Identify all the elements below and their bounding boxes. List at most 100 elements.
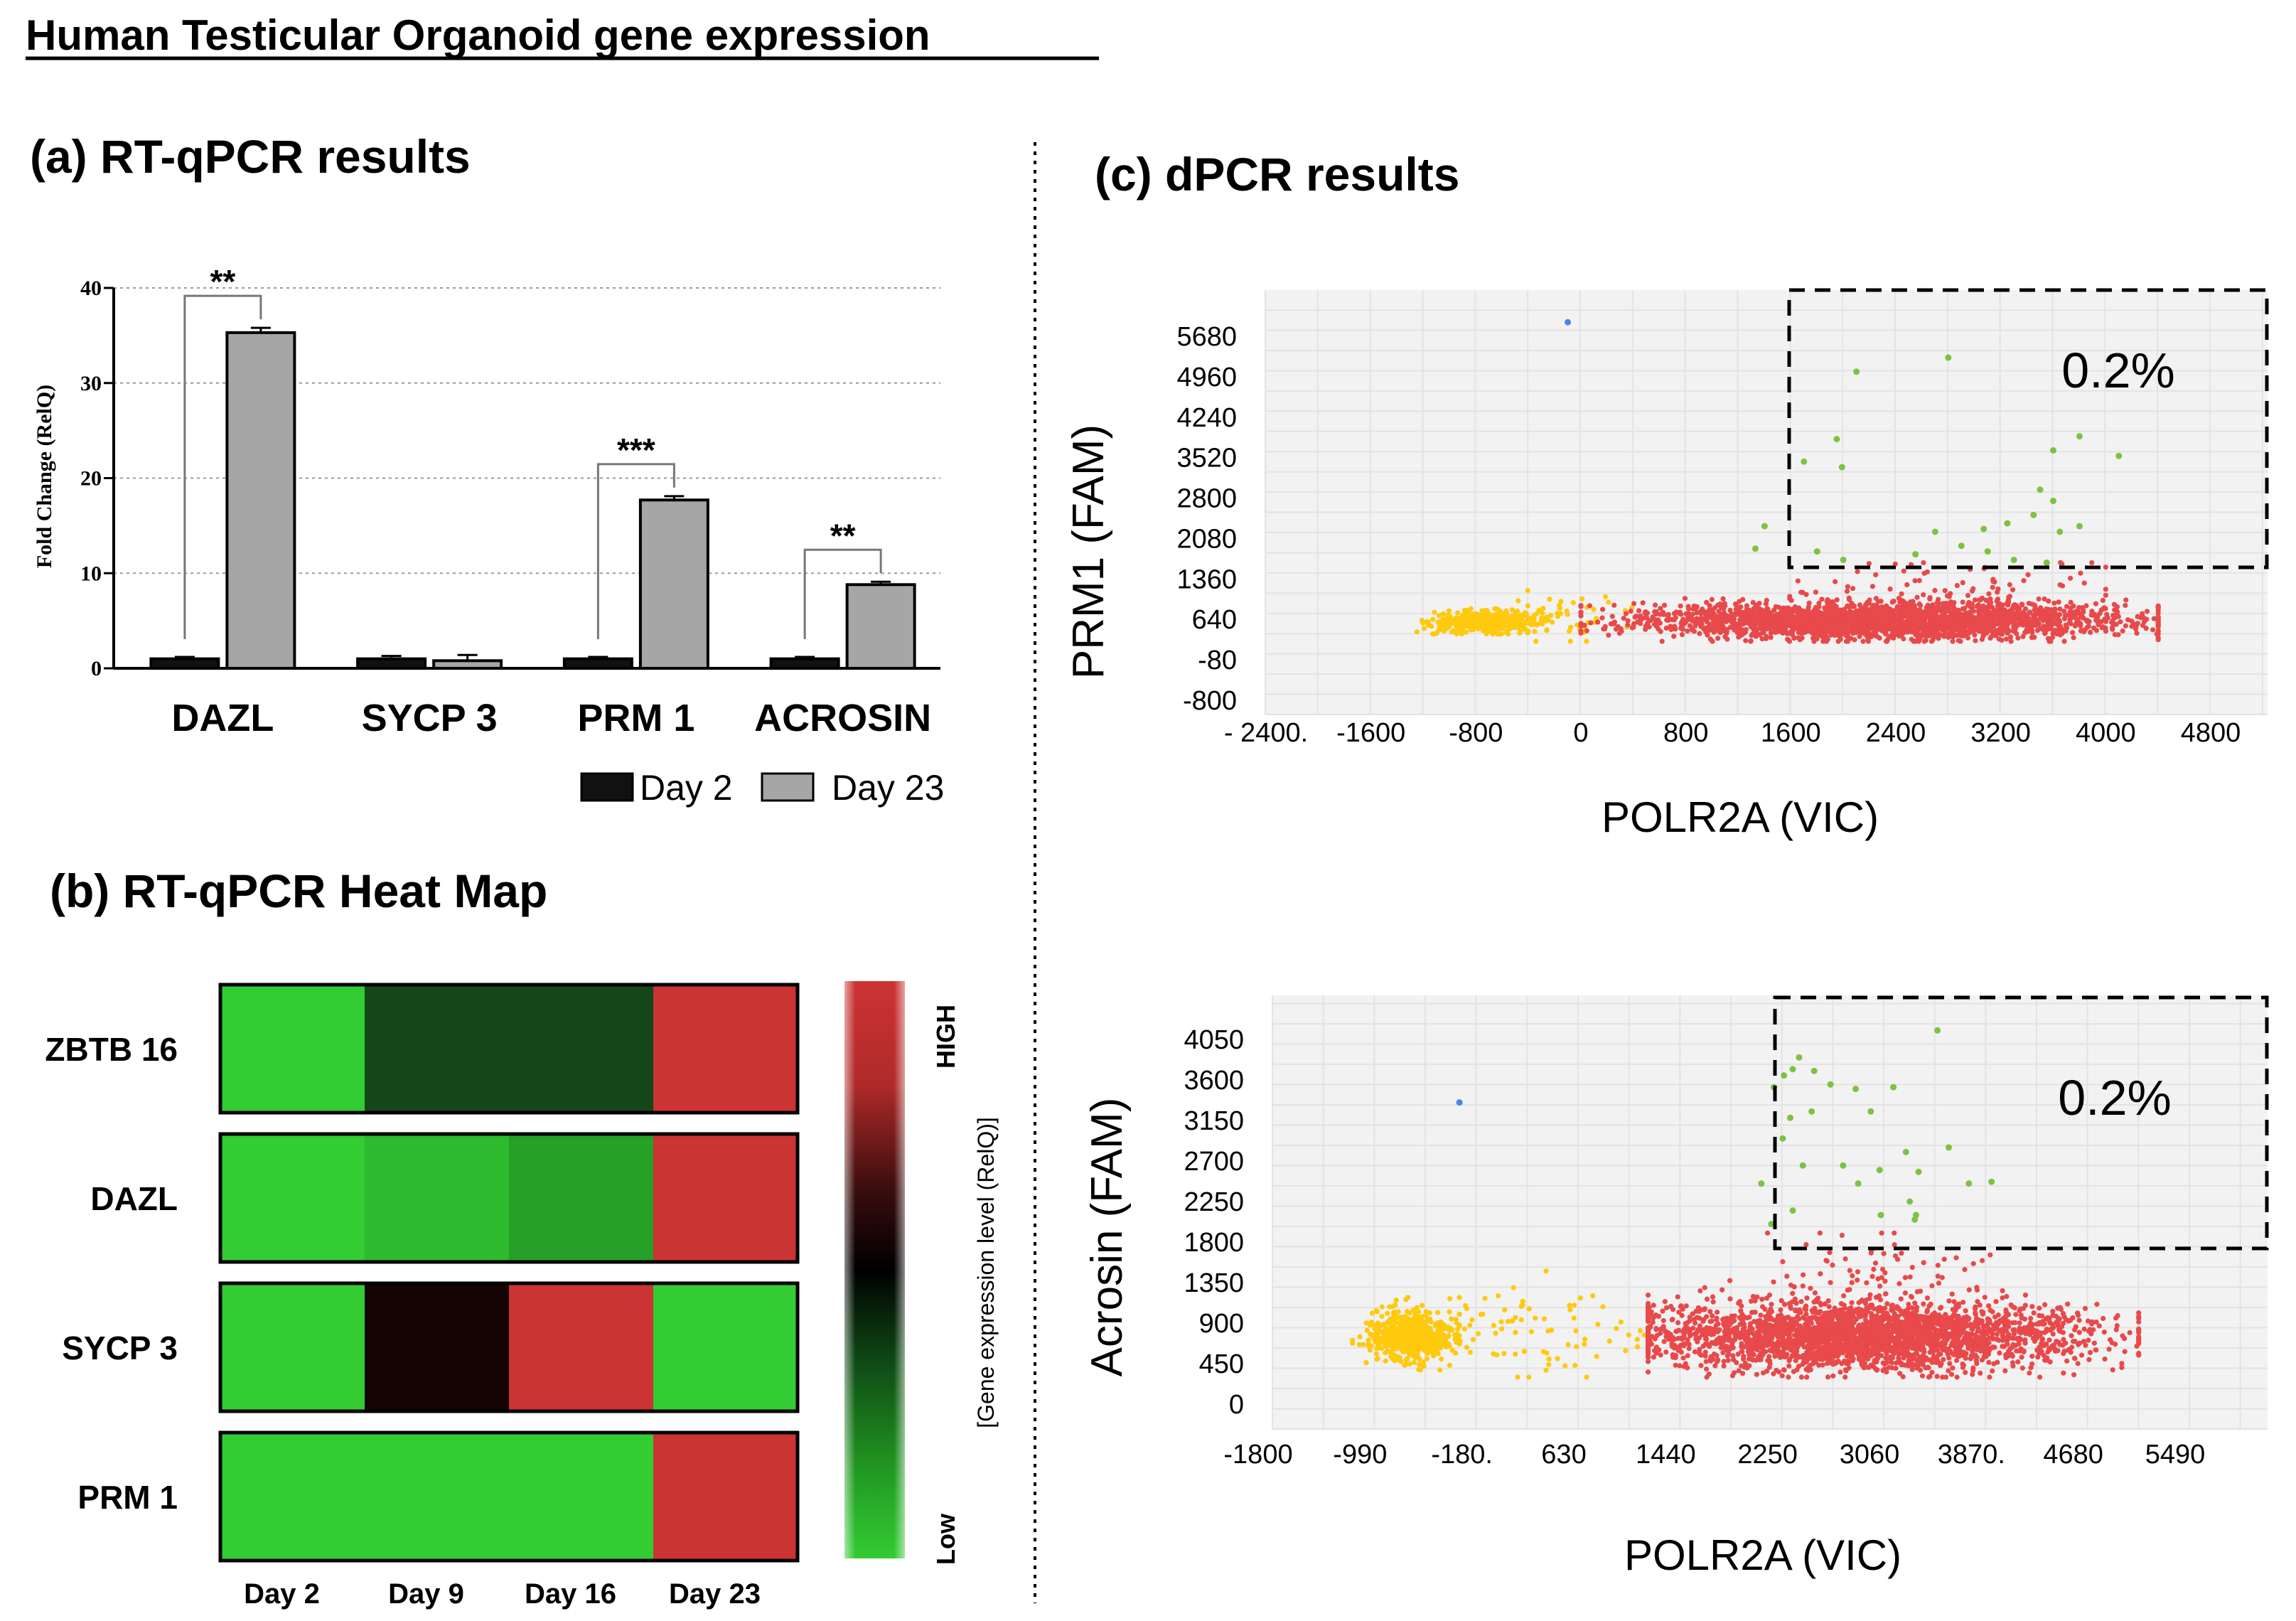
droplet-point xyxy=(1447,1296,1453,1302)
droplet-point xyxy=(1786,637,1791,643)
droplet-point xyxy=(1896,595,1901,601)
droplet-point xyxy=(1934,618,1941,624)
y-tick-label: -800 xyxy=(1183,686,1237,716)
droplet-point xyxy=(1946,1368,1951,1374)
gate-percentage: 0.2% xyxy=(2061,343,2175,398)
droplet-point xyxy=(1884,1351,1889,1357)
droplet-point xyxy=(2083,1342,2088,1348)
droplet-point xyxy=(1768,634,1774,641)
droplet-point xyxy=(1363,1320,1369,1326)
droplet-point xyxy=(1595,619,1601,625)
droplet-point xyxy=(1779,1373,1785,1379)
droplet-point xyxy=(1541,1316,1547,1322)
droplet-point xyxy=(1702,1353,1708,1359)
droplet-point xyxy=(2155,628,2161,634)
droplet-point xyxy=(1457,1341,1462,1347)
droplet-point xyxy=(1953,1307,1958,1313)
droplet-point xyxy=(1417,1332,1423,1337)
droplet-point xyxy=(1515,617,1520,623)
droplet-point xyxy=(2012,611,2018,617)
droplet-point xyxy=(1449,629,1454,635)
droplet-point xyxy=(1829,618,1835,624)
droplet-point xyxy=(1375,1320,1380,1326)
droplet-point xyxy=(1950,638,1956,644)
droplet-point xyxy=(1786,1363,1792,1369)
droplet-point xyxy=(1884,614,1890,621)
droplet-point xyxy=(2031,614,2037,620)
droplet-point xyxy=(1897,1371,1903,1376)
droplet-point xyxy=(1869,605,1875,611)
droplet-point xyxy=(2093,601,2099,606)
droplet-point xyxy=(1754,1294,1760,1300)
y-tick-label: 2250 xyxy=(1184,1187,1244,1217)
droplet-point xyxy=(2049,616,2055,621)
cluster-yellow xyxy=(1350,1295,1475,1373)
droplet-point xyxy=(1966,1287,1972,1293)
droplet-point xyxy=(1557,611,1564,616)
droplet-point xyxy=(1520,1298,1525,1304)
droplet-point xyxy=(2071,610,2077,616)
droplet-point xyxy=(2086,624,2092,629)
droplet-point xyxy=(1845,638,1850,644)
droplet-point xyxy=(2020,622,2026,628)
droplet-point xyxy=(1602,624,1608,629)
droplet-point xyxy=(1609,614,1615,619)
droplet-point xyxy=(1447,1309,1452,1315)
droplet-point xyxy=(1892,561,1898,567)
droplet-point xyxy=(1652,602,1658,608)
droplet-point xyxy=(1571,1315,1577,1321)
droplet-point xyxy=(1405,1295,1411,1300)
droplet-point xyxy=(2125,617,2131,623)
droplet-point xyxy=(1491,1322,1496,1328)
x-tick-label: 3870. xyxy=(1938,1440,2005,1470)
droplet-point xyxy=(1431,1348,1437,1354)
droplet-point xyxy=(1508,618,1513,624)
droplet-point xyxy=(1954,619,1960,625)
droplet-point xyxy=(1900,627,1906,633)
droplet-point xyxy=(1965,635,1971,641)
droplet-point xyxy=(1855,569,1860,574)
droplet-point xyxy=(1901,568,1906,574)
droplet-point xyxy=(1846,604,1852,610)
droplet-point xyxy=(1495,631,1501,637)
droplet-point xyxy=(1748,621,1754,627)
droplet-point xyxy=(1407,1361,1412,1367)
droplet-point xyxy=(1698,624,1704,629)
droplet-point xyxy=(1940,1374,1946,1380)
droplet-point xyxy=(1441,620,1447,626)
droplet-point xyxy=(1978,605,1983,611)
droplet-point xyxy=(1990,584,1995,590)
droplet-point xyxy=(1370,1334,1375,1339)
droplet-point xyxy=(2019,602,2025,608)
droplet-point xyxy=(1375,1342,1381,1348)
droplet-point xyxy=(1720,596,1726,601)
gate-box xyxy=(1787,288,2269,569)
droplet-point xyxy=(1755,1322,1761,1327)
droplet-point xyxy=(1484,631,1489,637)
droplet-point xyxy=(1623,611,1629,616)
droplet-point xyxy=(1970,1371,1975,1377)
droplet-point xyxy=(1960,599,1965,605)
droplet-point xyxy=(1427,1331,1432,1337)
droplet-point xyxy=(1482,1295,1488,1301)
positive-droplet xyxy=(2043,559,2050,566)
droplet-point xyxy=(1361,1342,1366,1347)
droplet-point xyxy=(1722,603,1728,609)
droplet-point xyxy=(1850,586,1856,592)
droplet-point xyxy=(1844,588,1850,594)
droplet-point xyxy=(1939,627,1945,633)
droplet-point xyxy=(1924,1295,1931,1301)
droplet-point xyxy=(1418,1342,1424,1348)
droplet-point xyxy=(1901,636,1906,642)
droplet-point xyxy=(1805,620,1811,626)
droplet-point xyxy=(1711,621,1717,626)
heat-cell xyxy=(365,1283,510,1411)
y-tick-label: 30 xyxy=(80,372,102,395)
droplet-point xyxy=(1578,613,1584,619)
droplet-point xyxy=(1457,626,1462,631)
heat-cell xyxy=(365,985,510,1113)
droplet-point xyxy=(1742,616,1748,621)
heat-cell xyxy=(509,1283,654,1411)
droplet-point xyxy=(1418,1316,1424,1322)
droplet-point xyxy=(1931,633,1937,639)
